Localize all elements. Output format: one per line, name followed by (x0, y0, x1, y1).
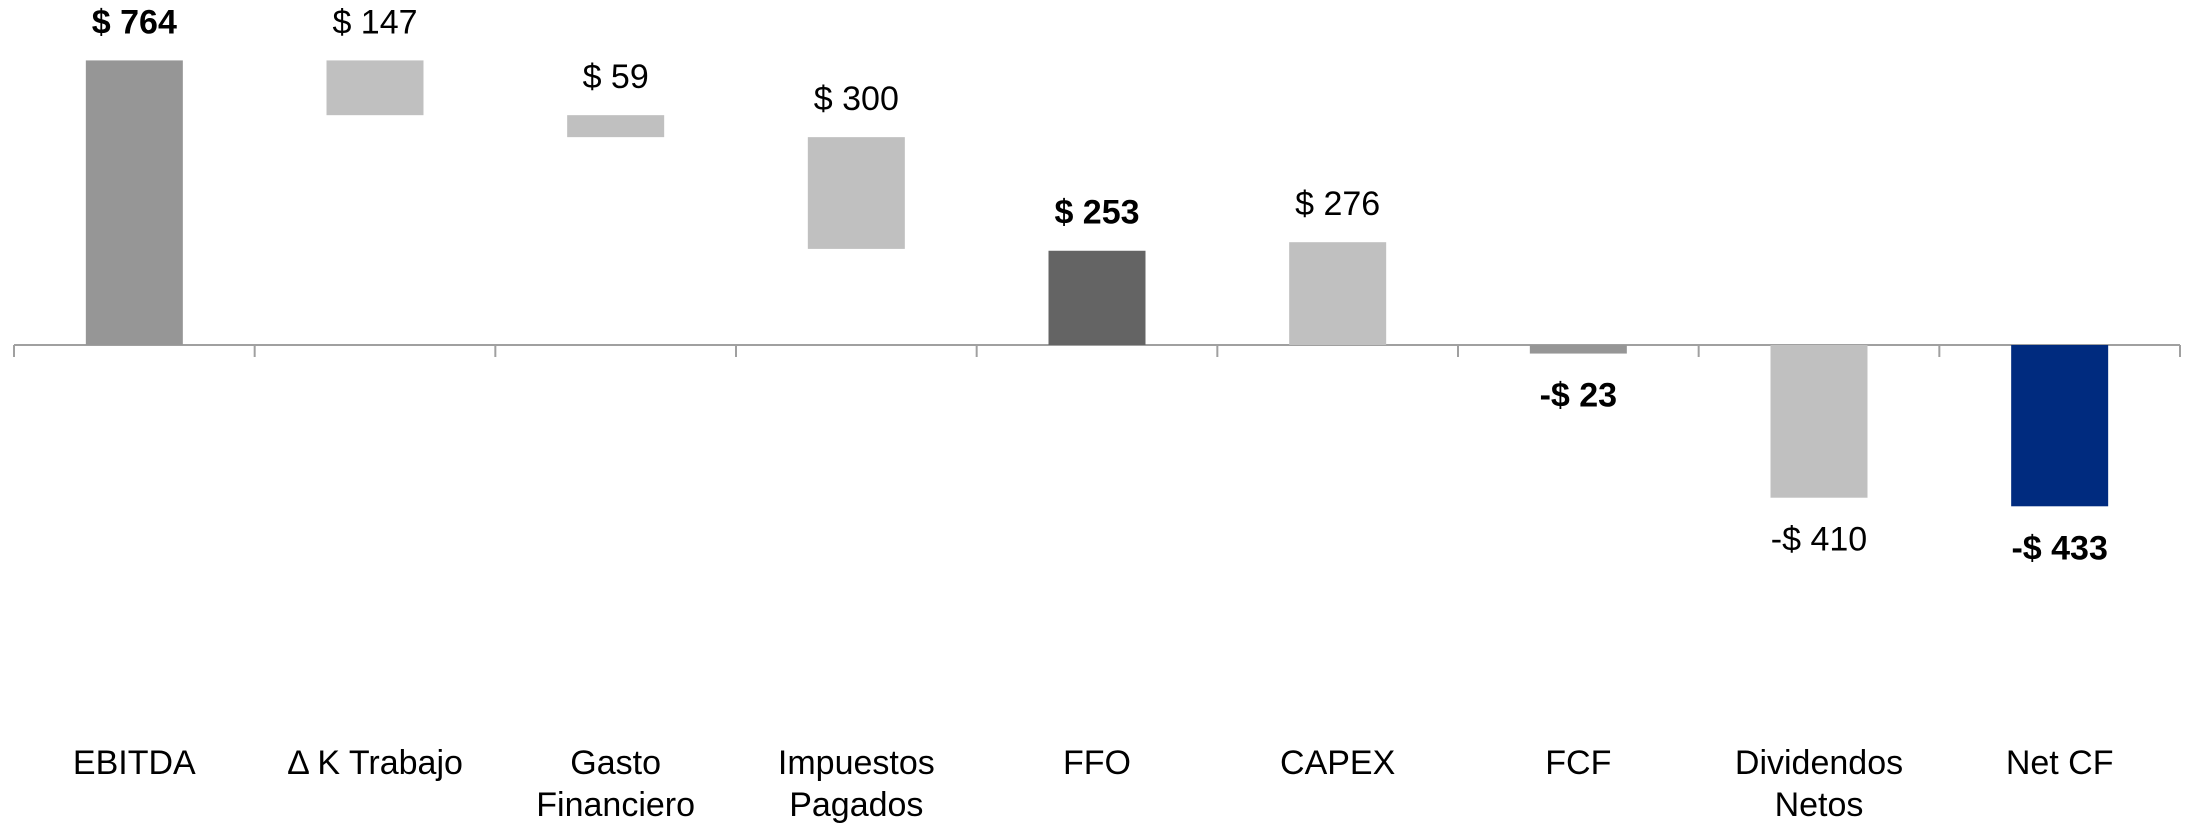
value-label: $ 59 (583, 58, 649, 96)
bar (85, 60, 183, 345)
category-label: CAPEX (1280, 744, 1396, 782)
bar (1770, 345, 1868, 498)
value-label: $ 300 (814, 80, 899, 118)
bar (2011, 345, 2109, 507)
category-label: Impuestos Pagados (777, 744, 935, 824)
bar (567, 115, 665, 138)
bar (807, 137, 905, 249)
value-label: $ 276 (1295, 185, 1380, 223)
category-label: Δ K Trabajo (287, 744, 463, 782)
bar (1289, 242, 1387, 345)
value-label: $ 253 (1054, 194, 1139, 232)
category-label: FFO (1063, 744, 1131, 782)
category-label: Gasto Financiero (536, 744, 696, 824)
bar (1529, 345, 1627, 354)
category-label: Dividendos Netos (1734, 744, 1904, 824)
value-label: $ 147 (332, 3, 417, 41)
category-label: FCF (1545, 744, 1612, 782)
value-label: -$ 433 (2011, 529, 2107, 567)
bar (326, 60, 424, 116)
value-label: -$ 410 (1771, 521, 1867, 559)
value-label: $ 764 (92, 3, 177, 41)
category-label: Net CF (2005, 744, 2114, 782)
category-label: EBITDA (72, 744, 196, 782)
value-label: -$ 23 (1540, 377, 1618, 415)
bar (1048, 250, 1146, 345)
